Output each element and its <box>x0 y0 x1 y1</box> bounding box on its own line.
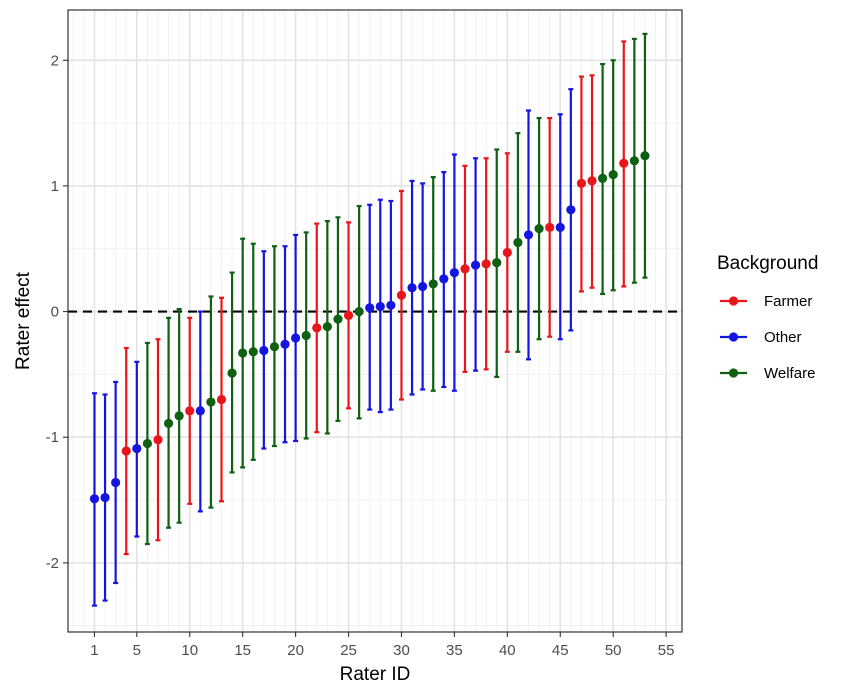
data-point <box>354 306 364 317</box>
x-tick-label: 15 <box>234 642 251 659</box>
data-point <box>185 406 195 416</box>
data-point <box>322 322 332 332</box>
data-point <box>492 257 502 268</box>
data-point <box>301 330 311 341</box>
legend-key-point <box>728 296 739 306</box>
x-tick-label: 50 <box>605 642 622 659</box>
x-tick-label: 20 <box>287 642 304 659</box>
data-point <box>545 222 555 232</box>
x-axis: 1 5 10 15 20 25 30 35 40 45 50 55 <box>90 632 674 659</box>
legend-entry-welfare: Welfare <box>720 365 815 382</box>
data-point <box>598 173 608 183</box>
x-tick-label: 35 <box>446 642 463 659</box>
legend-label: Farmer <box>764 293 812 310</box>
data-point <box>153 435 163 445</box>
data-point <box>269 342 280 352</box>
y-tick-label: -1 <box>46 429 59 446</box>
data-point <box>439 274 449 284</box>
data-point <box>523 230 534 240</box>
data-point <box>163 418 174 429</box>
data-point <box>460 264 470 274</box>
data-point <box>576 178 587 189</box>
data-point <box>343 310 354 320</box>
legend-label: Welfare <box>764 365 815 382</box>
x-tick-label: 10 <box>181 642 198 659</box>
data-point <box>89 494 100 504</box>
x-tick-label: 25 <box>340 642 357 659</box>
data-point <box>100 492 110 503</box>
data-point <box>470 260 481 270</box>
major-gridlines <box>68 10 682 632</box>
data-point <box>195 406 205 416</box>
data-point <box>428 279 438 289</box>
data-point <box>280 339 290 349</box>
data-point <box>238 348 248 358</box>
data-point <box>312 323 322 333</box>
y-tick-label: -2 <box>46 555 59 572</box>
data-point <box>555 222 565 232</box>
data-point <box>587 176 597 186</box>
data-point <box>513 237 523 248</box>
y-tick-label: 0 <box>51 304 59 321</box>
data-point <box>259 345 269 356</box>
y-axis: -2 -1 0 1 2 <box>46 52 68 572</box>
series-farmer <box>121 40 629 556</box>
data-point <box>619 158 629 168</box>
data-point <box>449 268 459 278</box>
legend-entry-other: Other <box>720 329 802 346</box>
y-axis-title: Rater effect <box>13 271 34 370</box>
data-point <box>481 259 491 269</box>
x-axis-title: Rater ID <box>340 664 411 685</box>
y-tick-label: 2 <box>51 52 59 69</box>
data-point <box>608 170 618 180</box>
data-point <box>111 477 121 488</box>
data-point <box>248 347 258 357</box>
legend-key-point <box>728 368 739 378</box>
legend-label: Other <box>764 329 802 346</box>
data-point <box>386 300 396 310</box>
data-point <box>142 438 152 449</box>
data-point <box>291 333 301 343</box>
data-point <box>629 156 639 166</box>
data-point <box>534 224 544 234</box>
data-point <box>502 247 512 258</box>
legend-key-point <box>728 332 739 342</box>
x-tick-label: 1 <box>90 642 98 659</box>
x-tick-label: 5 <box>133 642 141 659</box>
data-point <box>227 368 237 378</box>
data-point <box>407 283 417 293</box>
x-tick-label: 55 <box>658 642 675 659</box>
y-tick-label: 1 <box>51 178 59 195</box>
data-marks <box>89 32 650 607</box>
series-other <box>89 88 576 607</box>
data-point <box>566 205 576 215</box>
data-point <box>174 411 184 421</box>
x-tick-label: 30 <box>393 642 410 659</box>
data-point <box>333 314 343 324</box>
legend: Background Farmer Other Welfare <box>717 253 818 382</box>
minor-gridlines <box>68 10 682 632</box>
legend-entry-farmer: Farmer <box>720 293 812 310</box>
data-point <box>365 303 375 313</box>
legend-title: Background <box>717 253 818 274</box>
x-tick-label: 45 <box>552 642 569 659</box>
data-point <box>216 394 227 405</box>
panel-border <box>67 9 683 633</box>
x-tick-label: 40 <box>499 642 516 659</box>
data-point <box>396 290 407 300</box>
data-point <box>418 281 428 292</box>
data-point <box>132 443 142 454</box>
data-point <box>121 446 131 456</box>
data-point <box>640 151 650 161</box>
data-point <box>206 397 216 407</box>
data-point <box>375 301 385 312</box>
series-welfare <box>142 32 650 546</box>
